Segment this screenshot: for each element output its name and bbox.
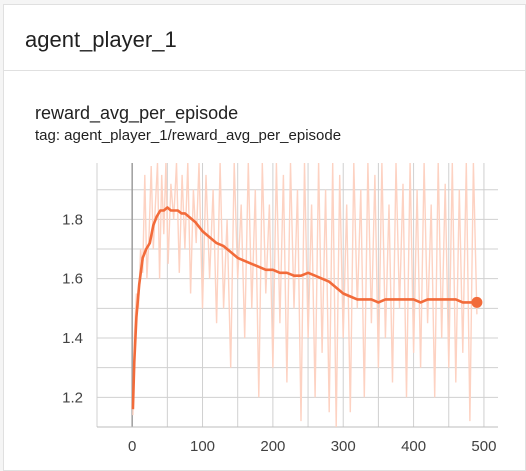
- x-tick-label: 400: [401, 438, 426, 455]
- x-tick-label: 300: [331, 438, 356, 455]
- tick-labels: 0 100 200 300 400 500 1.2 1.4 1.6 1.8: [62, 211, 496, 455]
- y-tick-label: 1.8: [62, 211, 83, 228]
- smoothed-series-line: [131, 206, 477, 410]
- x-tick-label: 0: [128, 438, 136, 455]
- panel-title: agent_player_1: [25, 27, 177, 52]
- last-point-marker[interactable]: [471, 296, 483, 308]
- panel-header[interactable]: agent_player_1: [4, 5, 525, 71]
- run-panel: agent_player_1 reward_avg_per_episode ta…: [3, 4, 526, 471]
- x-tick-label: 500: [471, 438, 496, 455]
- y-tick-label: 1.6: [62, 271, 83, 288]
- raw-series-line: [132, 163, 478, 427]
- chart-tag: tag: agent_player_1/reward_avg_per_episo…: [35, 127, 342, 144]
- y-tick-label: 1.4: [62, 330, 83, 347]
- x-tick-label: 100: [190, 438, 215, 455]
- y-tick-label: 1.2: [62, 389, 83, 406]
- raw-series: [132, 163, 478, 427]
- chart-title: reward_avg_per_episode: [35, 103, 239, 123]
- scalar-chart-card: reward_avg_per_episode tag: agent_player…: [4, 71, 525, 470]
- smoothed-series: [131, 206, 483, 410]
- x-tick-label: 200: [260, 438, 285, 455]
